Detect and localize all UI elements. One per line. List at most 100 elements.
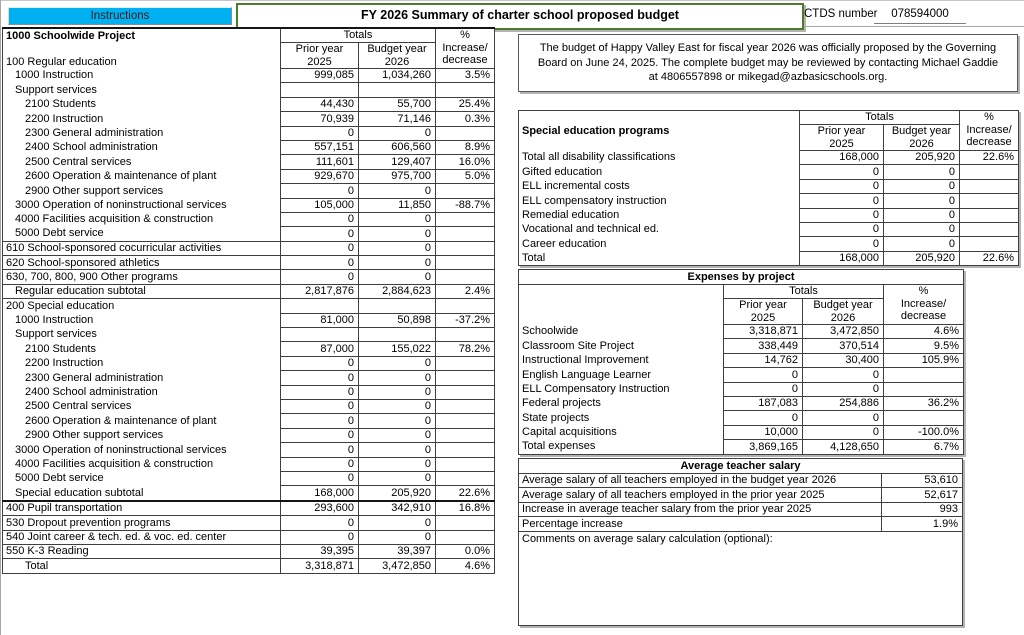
cell-prior [280, 82, 359, 98]
cell-value: 53,610 [881, 472, 963, 488]
cell-pct: 22.6% [959, 149, 1019, 166]
cell-pct [435, 240, 495, 257]
row-label: Special education subtotal [15, 486, 144, 499]
cell-budget: 0 [358, 398, 436, 415]
row-label: 1000 Instruction [15, 69, 94, 82]
row-label: Total [522, 251, 546, 264]
cell-prior: 338,449 [723, 338, 803, 354]
pct-change-header: % Increase/decrease [435, 28, 495, 69]
table-row: 2500 Central services 0 0 [3, 398, 495, 415]
table-row: Remedial education 0 0 [519, 207, 1019, 223]
cell-pct: 2.4% [435, 283, 495, 300]
table-row: 530 Dropout prevention programs 0 0 [2, 515, 495, 531]
cell-budget: 2,884,623 [358, 283, 436, 300]
table-row: Total 3,318,871 3,472,850 4.6% [2, 558, 495, 574]
cell-budget: 0 [883, 236, 960, 252]
cell-prior: 0 [280, 125, 359, 141]
comments-cell[interactable]: Comments on average salary calculation (… [518, 530, 963, 626]
cell-budget: 55,700 [358, 96, 436, 113]
cell-budget: 0 [358, 470, 436, 487]
table-row: English Language Learner 0 0 [519, 367, 964, 383]
cell-pct: 6.7% [883, 439, 964, 455]
comments-label: Comments on average salary calculation (… [522, 532, 773, 545]
table-row: State projects 0 0 [519, 410, 964, 426]
cell-budget: 0 [802, 381, 884, 397]
cell-pct [959, 164, 1019, 180]
cell-budget: 0 [802, 424, 884, 441]
cell-pct [883, 367, 964, 383]
row-label: 2600 Operation & maintenance of plant [25, 170, 217, 183]
cell-budget: 30,400 [802, 352, 884, 369]
cell-budget: 71,146 [358, 111, 436, 127]
row-label: 4000 Facilities acquisition & constructi… [15, 457, 214, 470]
cell-prior: 0 [723, 410, 803, 426]
row-label: Instructional Improvement [522, 354, 649, 367]
row-label: Increase in average teacher salary from … [518, 501, 882, 517]
table-row: Federal projects 187,083 254,886 36.2% [519, 395, 964, 412]
table-row: Average salary of all teachers employed … [518, 487, 963, 503]
table-row: Support services [3, 327, 495, 342]
cell-budget: 0 [883, 178, 960, 195]
cell-prior: 87,000 [280, 341, 359, 357]
schoolwide-section-title: 1000 Schoolwide Project [6, 29, 135, 42]
average-teacher-salary-table: Average teacher salary Average salary of… [518, 458, 963, 626]
cell-prior: 0 [280, 398, 359, 415]
cell-pct [435, 442, 495, 458]
cell-pct [959, 207, 1019, 223]
cell-prior: 0 [280, 427, 359, 444]
row-label: Vocational and technical ed. [522, 223, 659, 236]
cell-budget: 975,700 [358, 168, 436, 185]
cell-prior: 3,318,871 [723, 323, 803, 340]
cell-pct: 22.6% [959, 250, 1019, 267]
row-label: 540 Joint career & tech. ed. & voc. ed. … [2, 529, 281, 545]
cell-pct: 8.9% [435, 139, 495, 156]
row-label: 2300 General administration [25, 127, 164, 139]
row-label: ELL compensatory instruction [522, 194, 667, 207]
table-row: 610 School-sponsored cocurricular activi… [2, 240, 495, 257]
table-row: 2600 Operation & maintenance of plant 929… [3, 168, 495, 185]
row-label: 530 Dropout prevention programs [2, 515, 281, 530]
table-row: 5000 Debt service 0 0 [3, 470, 495, 487]
cell-prior: 0 [280, 442, 359, 458]
table-row: 400 Pupil transportation 293,600 342,910 16… [2, 499, 495, 517]
row-label: 1000 Instruction [15, 314, 94, 327]
cell-budget: 0 [358, 370, 436, 386]
cell-prior: 0 [280, 226, 359, 242]
table-row: 1000 Instruction 999,085 1,034,260 3.5% [3, 67, 495, 84]
cell-prior: 81,000 [280, 312, 359, 329]
special-ed-section-title: Special education programs [522, 124, 670, 137]
table-row: 2900 Other support services 0 0 [3, 427, 495, 444]
row-label: Remedial education [522, 209, 620, 221]
row-label: 400 Pupil transportation [2, 499, 281, 516]
table-row: ELL Compensatory Instruction 0 0 [519, 381, 964, 397]
row-label: 2200 Instruction [25, 357, 104, 370]
table-row: Regular education subtotal 2,817,876 2,884… [2, 283, 495, 300]
row-label: 200 Special education [2, 298, 281, 314]
table-row: Vocational and technical ed. 0 0 [519, 221, 1019, 238]
cell-budget: 0 [358, 427, 436, 444]
cell-pct [435, 125, 495, 141]
table-row: 2600 Operation & maintenance of plant 0 0 [3, 413, 495, 429]
cell-prior: 0 [280, 470, 359, 487]
row-label: 2900 Other support services [25, 429, 164, 442]
cell-pct: 3.5% [435, 67, 495, 84]
row-label: 2300 General administration [25, 371, 164, 384]
row-label: Average salary of all teachers employed … [518, 487, 882, 503]
instructions-button[interactable]: Instructions [8, 7, 232, 25]
row-label: 2400 School administration [25, 141, 158, 154]
ctds-number-value[interactable]: 078594000 [874, 6, 966, 24]
cell-budget: 129,407 [358, 154, 436, 170]
table-row: 1000 Instruction 81,000 50,898 -37.2% [3, 312, 495, 329]
cell-budget: 0 [358, 183, 436, 199]
cell-budget: 0 [358, 211, 436, 228]
cell-pct [959, 193, 1019, 209]
table-row: 2400 School administration 557,151 606,560… [3, 139, 495, 156]
table-row: ELL incremental costs 0 0 [519, 178, 1019, 195]
totals-header: Totals [723, 284, 884, 299]
row-label: Percentage increase [518, 516, 882, 532]
cell-prior: 0 [799, 207, 884, 223]
cell-pct [435, 183, 495, 199]
special-education-table: Special education programs Totals % Incre… [518, 110, 1019, 267]
row-label: Total [2, 558, 281, 574]
budget-year-header: Budget year 2026 [358, 42, 436, 69]
